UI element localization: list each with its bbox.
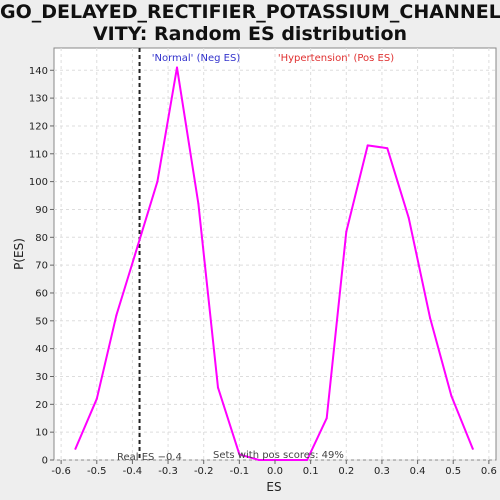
es-data-point [429,317,432,320]
es-data-point [471,447,474,450]
x-tick-label: 0.6 [481,466,497,477]
es-data-point [238,453,241,456]
chart-title: GO_DELAYED_RECTIFIER_POTASSIUM_CHANNEL_A… [0,0,500,45]
real-es-label: Real ES −0.4 [117,452,182,463]
es-data-point [325,417,328,420]
y-tick-label: 40 [35,344,48,355]
es-distribution-line [74,66,474,461]
x-tick-label: 0.1 [303,466,319,477]
es-data-point [115,314,118,317]
x-axis-label: ES [266,480,281,494]
x-tick-label: -0.4 [123,466,143,477]
chart-title-line-1: GO_DELAYED_RECTIFIER_POTASSIUM_CHANNEL_A… [0,1,500,23]
es-data-point [74,447,77,450]
x-tick-label: 0.3 [374,466,390,477]
es-data-point [175,66,178,69]
grid [54,48,496,461]
es-data-point [306,459,309,461]
pos-scores-label: Sets with pos scores: 49% [213,450,344,461]
x-tick-label: -0.1 [230,466,250,477]
y-tick-label: 20 [35,400,48,411]
es-data-point [386,147,389,150]
y-tick-label: 50 [35,316,48,327]
x-tick-label: 0.4 [410,466,426,477]
es-data-point [136,244,139,247]
x-tick-label: -0.3 [158,466,178,477]
x-tick-label: 0.2 [338,466,354,477]
x-tick-label: 0.5 [445,466,461,477]
es-data-point [95,397,98,400]
es-data-point [197,202,200,205]
y-tick-label: 130 [29,94,48,105]
es-data-point [277,459,280,461]
y-tick-label: 140 [29,66,48,77]
es-data-point [450,394,453,397]
y-tick-label: 110 [29,149,48,160]
y-axis-label: P(ES) [12,238,26,270]
y-tick-label: 120 [29,121,48,132]
y-tick-label: 60 [35,288,48,299]
y-tick-label: 70 [35,261,48,272]
es-data-point [156,180,159,183]
y-tick-label: 100 [29,177,48,188]
chart-title-line-2: VITY: Random ES distribution [92,23,408,45]
y-tick-label: 80 [35,233,48,244]
neg-es-label: 'Normal' (Neg ES) [152,53,241,64]
pos-es-label: 'Hypertension' (Pos ES) [278,53,394,64]
es-data-point [345,230,348,233]
x-tick-label: 0.0 [267,466,283,477]
es-data-point [216,386,219,389]
x-tick-label: -0.2 [194,466,214,477]
y-tick-label: 90 [35,205,48,216]
x-tick-label: -0.5 [87,466,107,477]
x-tick-label: -0.6 [51,466,71,477]
y-tick-label: 30 [35,372,48,383]
es-data-point [257,459,260,461]
es-data-point [407,216,410,219]
y-tick-label: 0 [42,456,48,467]
y-tick-label: 10 [35,428,48,439]
series-layer [74,66,474,461]
es-data-point [366,144,369,147]
axes: -0.6 -0.5 -0.4 -0.3 -0.2 -0.1 0.0 0.1 0.2 0.3 0.4 0… [29,66,497,477]
